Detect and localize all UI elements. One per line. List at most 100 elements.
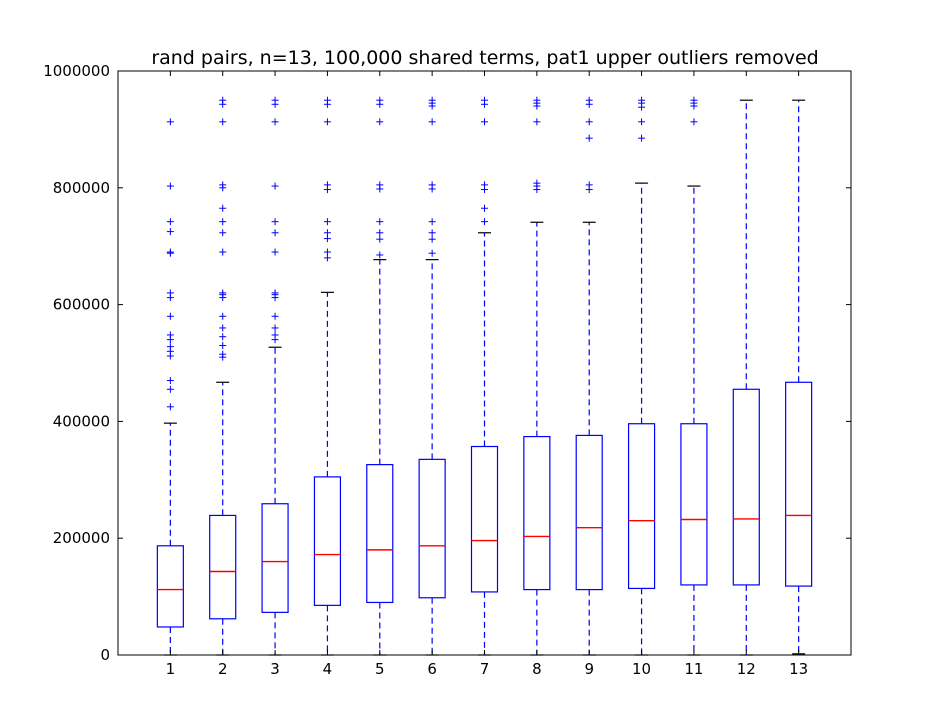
box-iqr bbox=[575, 434, 603, 591]
box-iqr bbox=[156, 545, 184, 628]
x-tick-label: 3 bbox=[270, 660, 280, 678]
box-group-4 bbox=[313, 96, 342, 656]
flier-point bbox=[376, 96, 384, 104]
flier-point bbox=[533, 179, 541, 187]
x-tick-label: 12 bbox=[737, 660, 756, 678]
box-group-8 bbox=[523, 96, 551, 656]
box-iqr bbox=[732, 388, 760, 586]
box-iqr bbox=[366, 464, 394, 604]
flier-point bbox=[166, 377, 174, 385]
flier-point bbox=[323, 254, 331, 262]
y-tick-label: 600000 bbox=[53, 296, 110, 314]
flier-point bbox=[166, 118, 174, 126]
flier-point bbox=[166, 343, 174, 351]
flier-point bbox=[219, 218, 227, 226]
box-iqr bbox=[418, 458, 446, 599]
flier-point bbox=[323, 181, 331, 189]
box-group-10 bbox=[627, 96, 656, 656]
x-tick-label: 2 bbox=[218, 660, 228, 678]
flier-point bbox=[481, 118, 488, 126]
box-group-11 bbox=[680, 96, 708, 656]
flier-point bbox=[166, 312, 174, 320]
x-tick-label: 7 bbox=[480, 660, 490, 678]
flier-point bbox=[219, 181, 227, 189]
flier-point bbox=[271, 289, 279, 297]
flier-point bbox=[166, 385, 174, 393]
flier-point bbox=[271, 312, 279, 320]
chart-title: rand pairs, n=13, 100,000 shared terms, … bbox=[151, 47, 818, 69]
flier-point bbox=[219, 324, 227, 332]
flier-point bbox=[219, 96, 227, 104]
flier-point bbox=[376, 181, 384, 189]
flier-point bbox=[166, 289, 174, 297]
flier-point bbox=[323, 235, 331, 243]
flier-point bbox=[323, 96, 331, 104]
x-tick-label: 5 bbox=[375, 660, 385, 678]
flier-point bbox=[323, 229, 331, 237]
flier-point bbox=[481, 181, 488, 189]
x-tick-label: 4 bbox=[323, 660, 333, 678]
flier-point bbox=[166, 331, 174, 339]
flier-point bbox=[585, 181, 593, 189]
flier-point bbox=[690, 96, 698, 104]
flier-point bbox=[271, 218, 279, 226]
flier-point bbox=[585, 96, 593, 104]
flier-point bbox=[219, 204, 227, 212]
x-tick-label: 6 bbox=[427, 660, 437, 678]
x-tick-label: 9 bbox=[584, 660, 594, 678]
box-iqr bbox=[209, 514, 237, 620]
flier-point bbox=[323, 218, 331, 226]
box-iqr bbox=[785, 381, 813, 587]
flier-point bbox=[428, 181, 436, 189]
flier-point bbox=[323, 248, 331, 256]
flier-point bbox=[428, 235, 436, 243]
flier-point bbox=[428, 229, 436, 237]
box-group-7 bbox=[470, 96, 499, 656]
box-iqr bbox=[470, 445, 499, 593]
flier-point bbox=[166, 403, 174, 411]
flier-point bbox=[481, 218, 488, 226]
x-tick-label: 11 bbox=[684, 660, 703, 678]
flier-point bbox=[219, 248, 227, 256]
flier-point bbox=[428, 249, 436, 257]
flier-point bbox=[166, 228, 174, 236]
flier-point bbox=[690, 118, 698, 126]
flier-point bbox=[323, 118, 331, 126]
box-iqr bbox=[313, 476, 342, 606]
flier-point bbox=[166, 182, 174, 190]
flier-point bbox=[428, 96, 436, 104]
flier-point bbox=[481, 204, 488, 212]
box-iqr bbox=[627, 423, 656, 590]
flier-point bbox=[219, 229, 227, 237]
flier-point bbox=[271, 229, 279, 237]
y-tick-label: 0 bbox=[100, 646, 110, 664]
flier-point bbox=[166, 218, 174, 226]
flier-point bbox=[428, 118, 436, 126]
flier-point bbox=[376, 218, 384, 226]
box-group-1 bbox=[156, 118, 184, 656]
flier-point bbox=[376, 235, 384, 243]
box-group-2 bbox=[209, 96, 237, 656]
flier-point bbox=[219, 118, 227, 126]
y-tick-label: 800000 bbox=[53, 179, 110, 197]
x-tick-label: 13 bbox=[789, 660, 808, 678]
flier-point bbox=[271, 248, 279, 256]
box-group-13 bbox=[785, 99, 813, 655]
flier-point bbox=[271, 331, 279, 339]
flier-point bbox=[428, 218, 436, 226]
flier-point bbox=[219, 333, 227, 341]
flier-point bbox=[533, 96, 541, 104]
flier-point bbox=[585, 134, 593, 142]
flier-point bbox=[638, 134, 646, 142]
flier-point bbox=[638, 96, 646, 104]
flier-point bbox=[638, 118, 646, 126]
box-group-12 bbox=[732, 99, 760, 656]
flier-point bbox=[376, 118, 384, 126]
flier-point bbox=[271, 96, 279, 104]
y-tick-label: 200000 bbox=[53, 529, 110, 547]
flier-point bbox=[271, 324, 279, 332]
flier-point bbox=[271, 182, 279, 190]
flier-point bbox=[481, 96, 488, 104]
